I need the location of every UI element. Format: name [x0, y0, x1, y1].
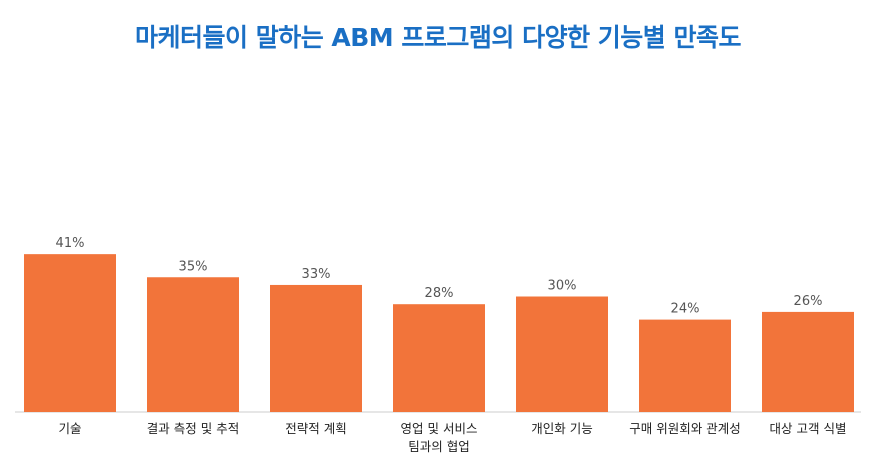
value-label-5: 30% — [548, 279, 577, 294]
category-label-1: 기술 — [58, 421, 81, 436]
value-label-2: 35% — [179, 259, 208, 274]
bar-6 — [639, 319, 731, 412]
bar-3 — [270, 284, 362, 412]
category-label-7: 대상 고객 식별 — [770, 421, 847, 436]
chart-title: 마케터들이 말하는 ABM 프로그램의 다양한 기능별 만족도 — [134, 23, 742, 52]
value-label-1: 41% — [56, 236, 85, 251]
category-label-2: 결과 측정 및 추적 — [147, 421, 239, 436]
bar-4 — [393, 304, 485, 412]
category-label-6: 구매 위원회와 관계성 — [629, 421, 740, 436]
value-label-3: 33% — [302, 267, 331, 282]
value-label-7: 26% — [794, 294, 823, 309]
bar-1 — [24, 254, 116, 412]
bar-7 — [762, 311, 854, 412]
bar-5 — [516, 296, 608, 412]
value-label-4: 28% — [425, 286, 454, 301]
category-label-3: 전략적 계획 — [285, 421, 346, 436]
bar-2 — [147, 277, 239, 412]
category-label-4: 영업 및 서비스 팀과의 협업 — [401, 421, 478, 454]
value-label-6: 24% — [671, 302, 700, 317]
category-label-5: 개인화 기능 — [531, 421, 592, 436]
